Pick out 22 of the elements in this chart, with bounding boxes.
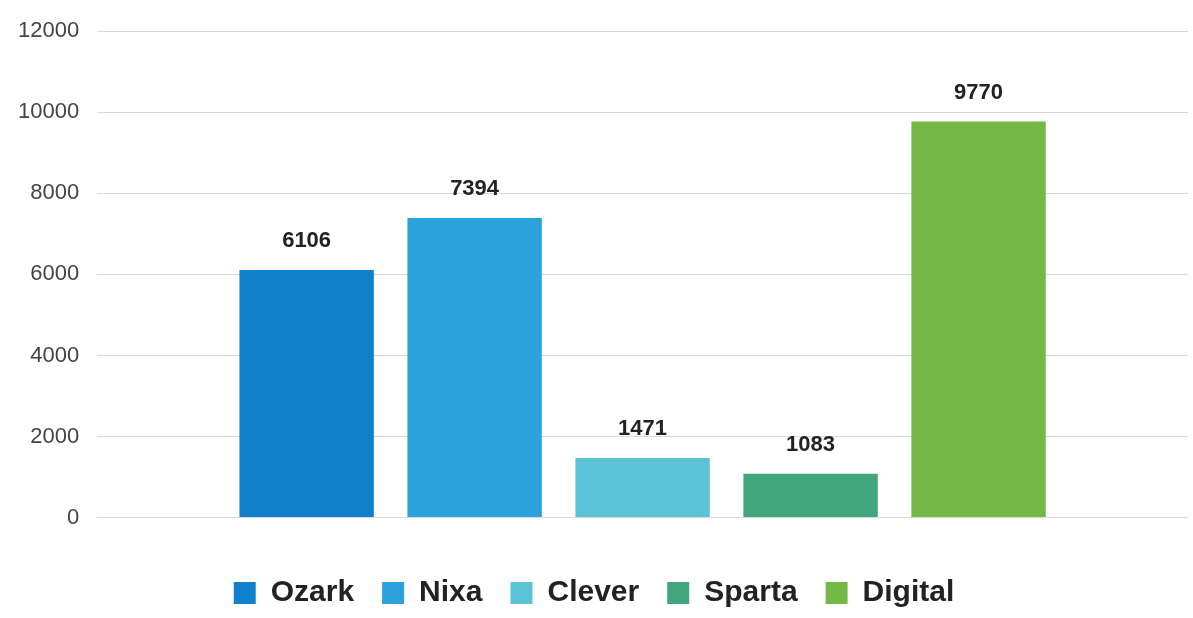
y-tick-label: 10000 [17,98,80,124]
data-label: 1083 [786,430,836,456]
legend-label: Clever [547,574,640,608]
y-tick-label: 4000 [30,341,80,367]
y-tick-label: 0 [66,503,80,529]
legend-label: Nixa [419,574,483,608]
data-label: 9770 [954,78,1004,104]
data-label: 6106 [282,227,332,253]
data-label: 7394 [450,174,500,200]
data-label: 1471 [618,415,668,441]
bar [407,217,542,518]
bar [575,457,710,518]
legend-label: Ozark [270,574,355,608]
y-tick-label: 8000 [30,179,80,205]
bar [911,121,1046,518]
legend-label: Sparta [704,574,798,608]
legend-label: Digital [862,574,955,608]
y-tick-label: 12000 [17,17,80,43]
y-tick-label: 2000 [30,422,80,448]
bar [239,270,374,518]
bar [743,473,878,518]
y-tick-label: 6000 [30,260,80,286]
